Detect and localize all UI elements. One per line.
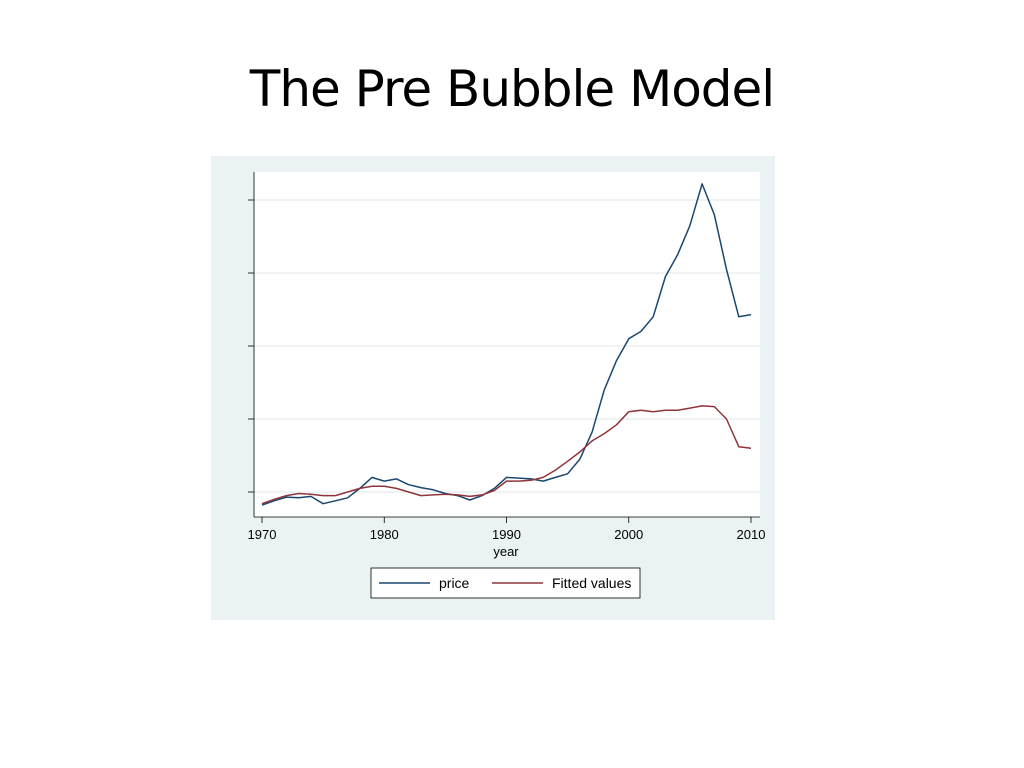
grid xyxy=(254,199,760,493)
series-line-price xyxy=(261,183,752,506)
x-tick-label: 1980 xyxy=(370,527,399,542)
series-group xyxy=(261,183,752,506)
plot-area xyxy=(254,172,760,517)
x-tick-label: 1990 xyxy=(492,527,521,542)
legend: price Fitted values xyxy=(370,567,641,599)
series-line-fitted-values xyxy=(261,405,752,505)
x-tick-label: 2010 xyxy=(737,527,766,542)
legend-label-price: price xyxy=(439,575,470,591)
x-tick-label: 2000 xyxy=(614,527,643,542)
legend-label-fitted-values: Fitted values xyxy=(552,575,631,591)
slide-title: The Pre Bubble Model xyxy=(249,60,775,118)
x-axis: 1970 1980 1990 2000 2010 xyxy=(248,516,766,542)
x-tick-label: 1970 xyxy=(248,527,277,542)
y-axis xyxy=(248,172,255,517)
x-axis-label: year xyxy=(493,544,519,559)
